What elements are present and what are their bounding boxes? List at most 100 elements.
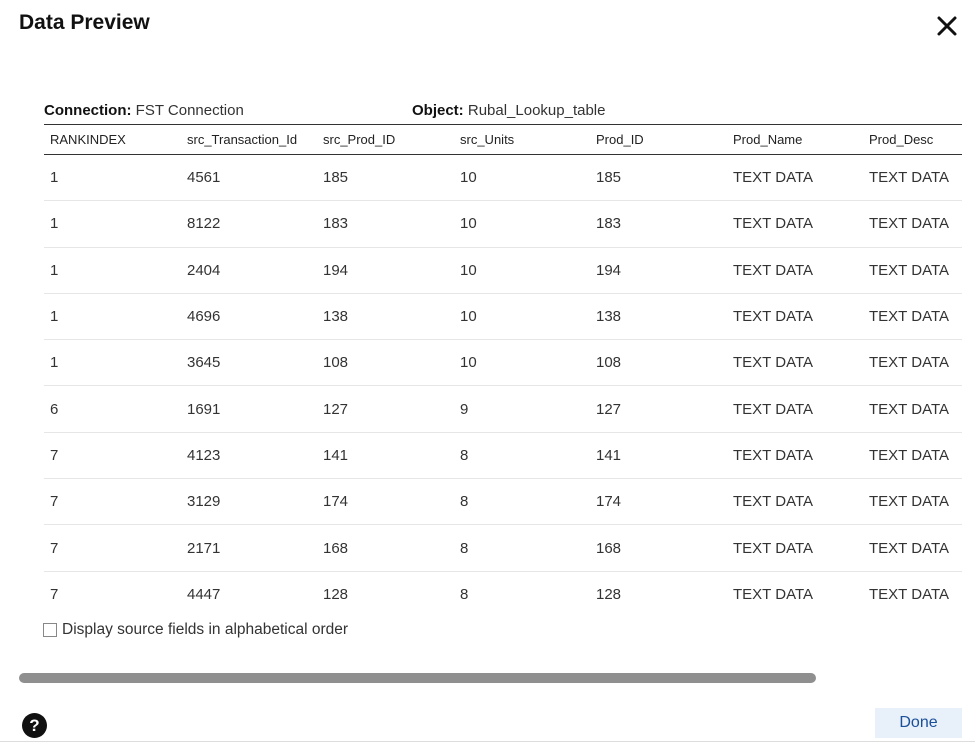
table-cell: 168	[317, 524, 454, 572]
alphabetical-order-label: Display source fields in alphabetical or…	[62, 621, 349, 638]
table-cell: TEXT DATA	[727, 478, 863, 526]
object-label: Object:	[412, 102, 464, 119]
table-cell: TEXT DATA	[863, 154, 962, 202]
object-info: Object: Rubal_Lookup_table	[412, 102, 605, 119]
table-cell: 1	[44, 247, 181, 294]
table-row: 7 4447 128 8 128 TEXT DATA TEXT DATA	[44, 571, 962, 617]
table-cell: 138	[317, 293, 454, 341]
column-header-prod-desc[interactable]: Prod_Desc	[863, 124, 962, 155]
table-cell: 4561	[181, 154, 317, 202]
table-cell: TEXT DATA	[863, 293, 962, 341]
table-cell: 10	[454, 339, 590, 387]
column-header-prod-name[interactable]: Prod_Name	[727, 124, 863, 155]
table-cell: 10	[454, 247, 590, 294]
table-cell: TEXT DATA	[869, 585, 950, 603]
table-cell: 1	[44, 339, 181, 387]
table-cell: TEXT DATA	[733, 585, 814, 603]
table-cell: TEXT DATA	[863, 432, 962, 480]
table-cell: 141	[317, 432, 454, 480]
column-header-src-units[interactable]: src_Units	[454, 124, 590, 155]
help-icon[interactable]: ?	[22, 713, 47, 738]
table-cell: 194	[590, 247, 727, 294]
table-cell: 138	[590, 293, 727, 341]
table-row: 7 3129 174 8 174 TEXT DATA TEXT DATA	[44, 478, 962, 526]
table-row: 1 3645 108 10 108 TEXT DATA TEXT DATA	[44, 339, 962, 387]
table-cell: TEXT DATA	[727, 524, 863, 572]
table-row: 1 4696 138 10 138 TEXT DATA TEXT DATA	[44, 293, 962, 341]
table-cell: 128	[323, 585, 349, 603]
alphabetical-order-checkbox[interactable]	[43, 623, 57, 637]
table-header-row: RANKINDEX src_Transaction_Id src_Prod_ID…	[44, 124, 962, 155]
table-cell: 7	[44, 432, 181, 480]
close-icon[interactable]	[935, 14, 959, 38]
table-cell: 10	[454, 200, 590, 248]
table-cell: 8	[454, 524, 590, 572]
table-cell: TEXT DATA	[727, 432, 863, 480]
table-cell: 1	[44, 154, 181, 202]
table-cell: 7	[50, 585, 59, 603]
table-cell: TEXT DATA	[863, 385, 962, 433]
done-button[interactable]: Done	[875, 708, 962, 738]
table-cell: 4447	[187, 585, 221, 603]
table-row: 6 1691 127 9 127 TEXT DATA TEXT DATA	[44, 385, 962, 433]
table-cell: 1	[44, 293, 181, 341]
horizontal-scrollbar[interactable]	[19, 673, 816, 683]
table-cell: 127	[590, 385, 727, 433]
connection-value: FST Connection	[135, 102, 244, 119]
table-cell: 8	[454, 432, 590, 480]
table-cell: TEXT DATA	[727, 154, 863, 202]
table-cell: 194	[317, 247, 454, 294]
connection-label: Connection:	[44, 102, 132, 119]
table-row: 7 2171 168 8 168 TEXT DATA TEXT DATA	[44, 524, 962, 572]
table-cell: TEXT DATA	[863, 339, 962, 387]
table-cell: 8	[454, 478, 590, 526]
table-cell: 185	[590, 154, 727, 202]
table-row: 1 2404 194 10 194 TEXT DATA TEXT DATA	[44, 247, 962, 294]
table-cell: 1	[44, 200, 181, 248]
table-cell: 8122	[181, 200, 317, 248]
table-cell: 127	[317, 385, 454, 433]
table-cell: TEXT DATA	[727, 385, 863, 433]
table-cell: 185	[317, 154, 454, 202]
column-header-prod-id[interactable]: Prod_ID	[590, 124, 727, 155]
table-row: 1 8122 183 10 183 TEXT DATA TEXT DATA	[44, 200, 962, 248]
connection-info: Connection: FST Connection	[44, 102, 244, 119]
table-cell: 183	[317, 200, 454, 248]
table-cell: TEXT DATA	[863, 200, 962, 248]
table-cell: 7	[44, 478, 181, 526]
table-cell: 183	[590, 200, 727, 248]
table-cell: 3645	[181, 339, 317, 387]
table-cell: 141	[590, 432, 727, 480]
alphabetical-order-option[interactable]: Display source fields in alphabetical or…	[43, 621, 348, 639]
table-cell: 10	[454, 154, 590, 202]
table-cell: TEXT DATA	[727, 293, 863, 341]
object-value: Rubal_Lookup_table	[467, 102, 606, 119]
table-cell: TEXT DATA	[863, 478, 962, 526]
table-cell: 1691	[181, 385, 317, 433]
table-cell: 7	[44, 524, 181, 572]
table-cell: 168	[590, 524, 727, 572]
table-cell: 128	[596, 585, 622, 603]
table-cell: TEXT DATA	[863, 524, 962, 572]
table-cell: 174	[317, 478, 454, 526]
table-cell: 2404	[181, 247, 317, 294]
column-header-rankindex[interactable]: RANKINDEX	[44, 124, 181, 155]
table-cell: 108	[317, 339, 454, 387]
table-cell: 2171	[181, 524, 317, 572]
column-header-src-transaction-id[interactable]: src_Transaction_Id	[181, 124, 317, 155]
dialog-title: Data Preview	[19, 11, 150, 34]
table-cell: 3129	[181, 478, 317, 526]
table-cell: 9	[454, 385, 590, 433]
table-cell: 10	[454, 293, 590, 341]
column-header-src-prod-id[interactable]: src_Prod_ID	[317, 124, 454, 155]
data-preview-table: RANKINDEX src_Transaction_Id src_Prod_ID…	[44, 124, 962, 617]
table-row: 7 4123 141 8 141 TEXT DATA TEXT DATA	[44, 432, 962, 480]
table-cell: TEXT DATA	[727, 339, 863, 387]
table-row: 1 4561 185 10 185 TEXT DATA TEXT DATA	[44, 154, 962, 202]
table-cell: TEXT DATA	[863, 247, 962, 294]
table-cell: 8	[460, 585, 469, 603]
table-cell: 4123	[181, 432, 317, 480]
table-cell: 174	[590, 478, 727, 526]
table-cell: 4696	[181, 293, 317, 341]
table-cell: TEXT DATA	[727, 200, 863, 248]
